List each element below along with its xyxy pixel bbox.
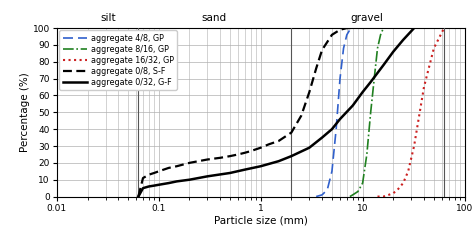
Text: gravel: gravel bbox=[350, 13, 383, 23]
X-axis label: Particle size (mm): Particle size (mm) bbox=[214, 215, 308, 225]
Text: silt: silt bbox=[100, 13, 116, 23]
Y-axis label: Percentage (%): Percentage (%) bbox=[20, 73, 30, 152]
Legend: aggregate 4/8, GP, aggregate 8/16, GP, aggregate 16/32, GP, aggregate 0/8, S-F, : aggregate 4/8, GP, aggregate 8/16, GP, a… bbox=[59, 30, 177, 90]
Text: sand: sand bbox=[201, 13, 227, 23]
